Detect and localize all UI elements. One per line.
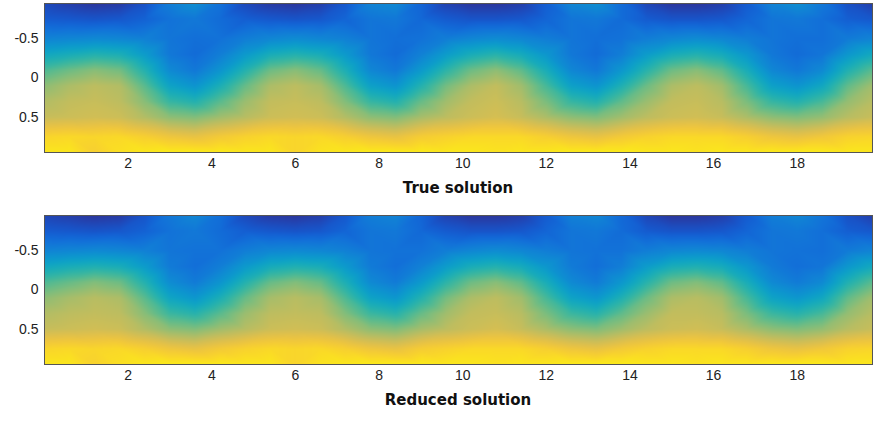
- svg-text:16: 16: [706, 155, 722, 171]
- html-text:True solution: True solution: [402, 179, 514, 197]
- svg-text:18: 18: [789, 367, 805, 383]
- svg-text:8: 8: [375, 367, 383, 383]
- svg-text:4: 4: [208, 367, 216, 383]
- svg-text:0: 0: [31, 281, 39, 297]
- svg-text:12: 12: [539, 155, 555, 171]
- svg-text:12: 12: [539, 367, 555, 383]
- svg-text:0: 0: [31, 69, 39, 85]
- svg-text:-0.5: -0.5: [14, 242, 38, 258]
- svg-text:2: 2: [124, 155, 132, 171]
- svg-text:10: 10: [455, 367, 471, 383]
- svg-text:0.5: 0.5: [19, 321, 39, 337]
- svg-text:14: 14: [622, 367, 638, 383]
- svg-text:6: 6: [292, 155, 300, 171]
- svg-text:18: 18: [789, 155, 805, 171]
- svg-text:0.5: 0.5: [19, 109, 39, 125]
- svg-text:-0.5: -0.5: [14, 30, 38, 46]
- svg-text:14: 14: [622, 155, 638, 171]
- svg-text:6: 6: [292, 367, 300, 383]
- svg-text:2: 2: [124, 367, 132, 383]
- svg-text:16: 16: [706, 367, 722, 383]
- html-text:Reduced solution: Reduced solution: [384, 391, 532, 409]
- svg-text:8: 8: [375, 155, 383, 171]
- svg-text:10: 10: [455, 155, 471, 171]
- svg-text:4: 4: [208, 155, 216, 171]
